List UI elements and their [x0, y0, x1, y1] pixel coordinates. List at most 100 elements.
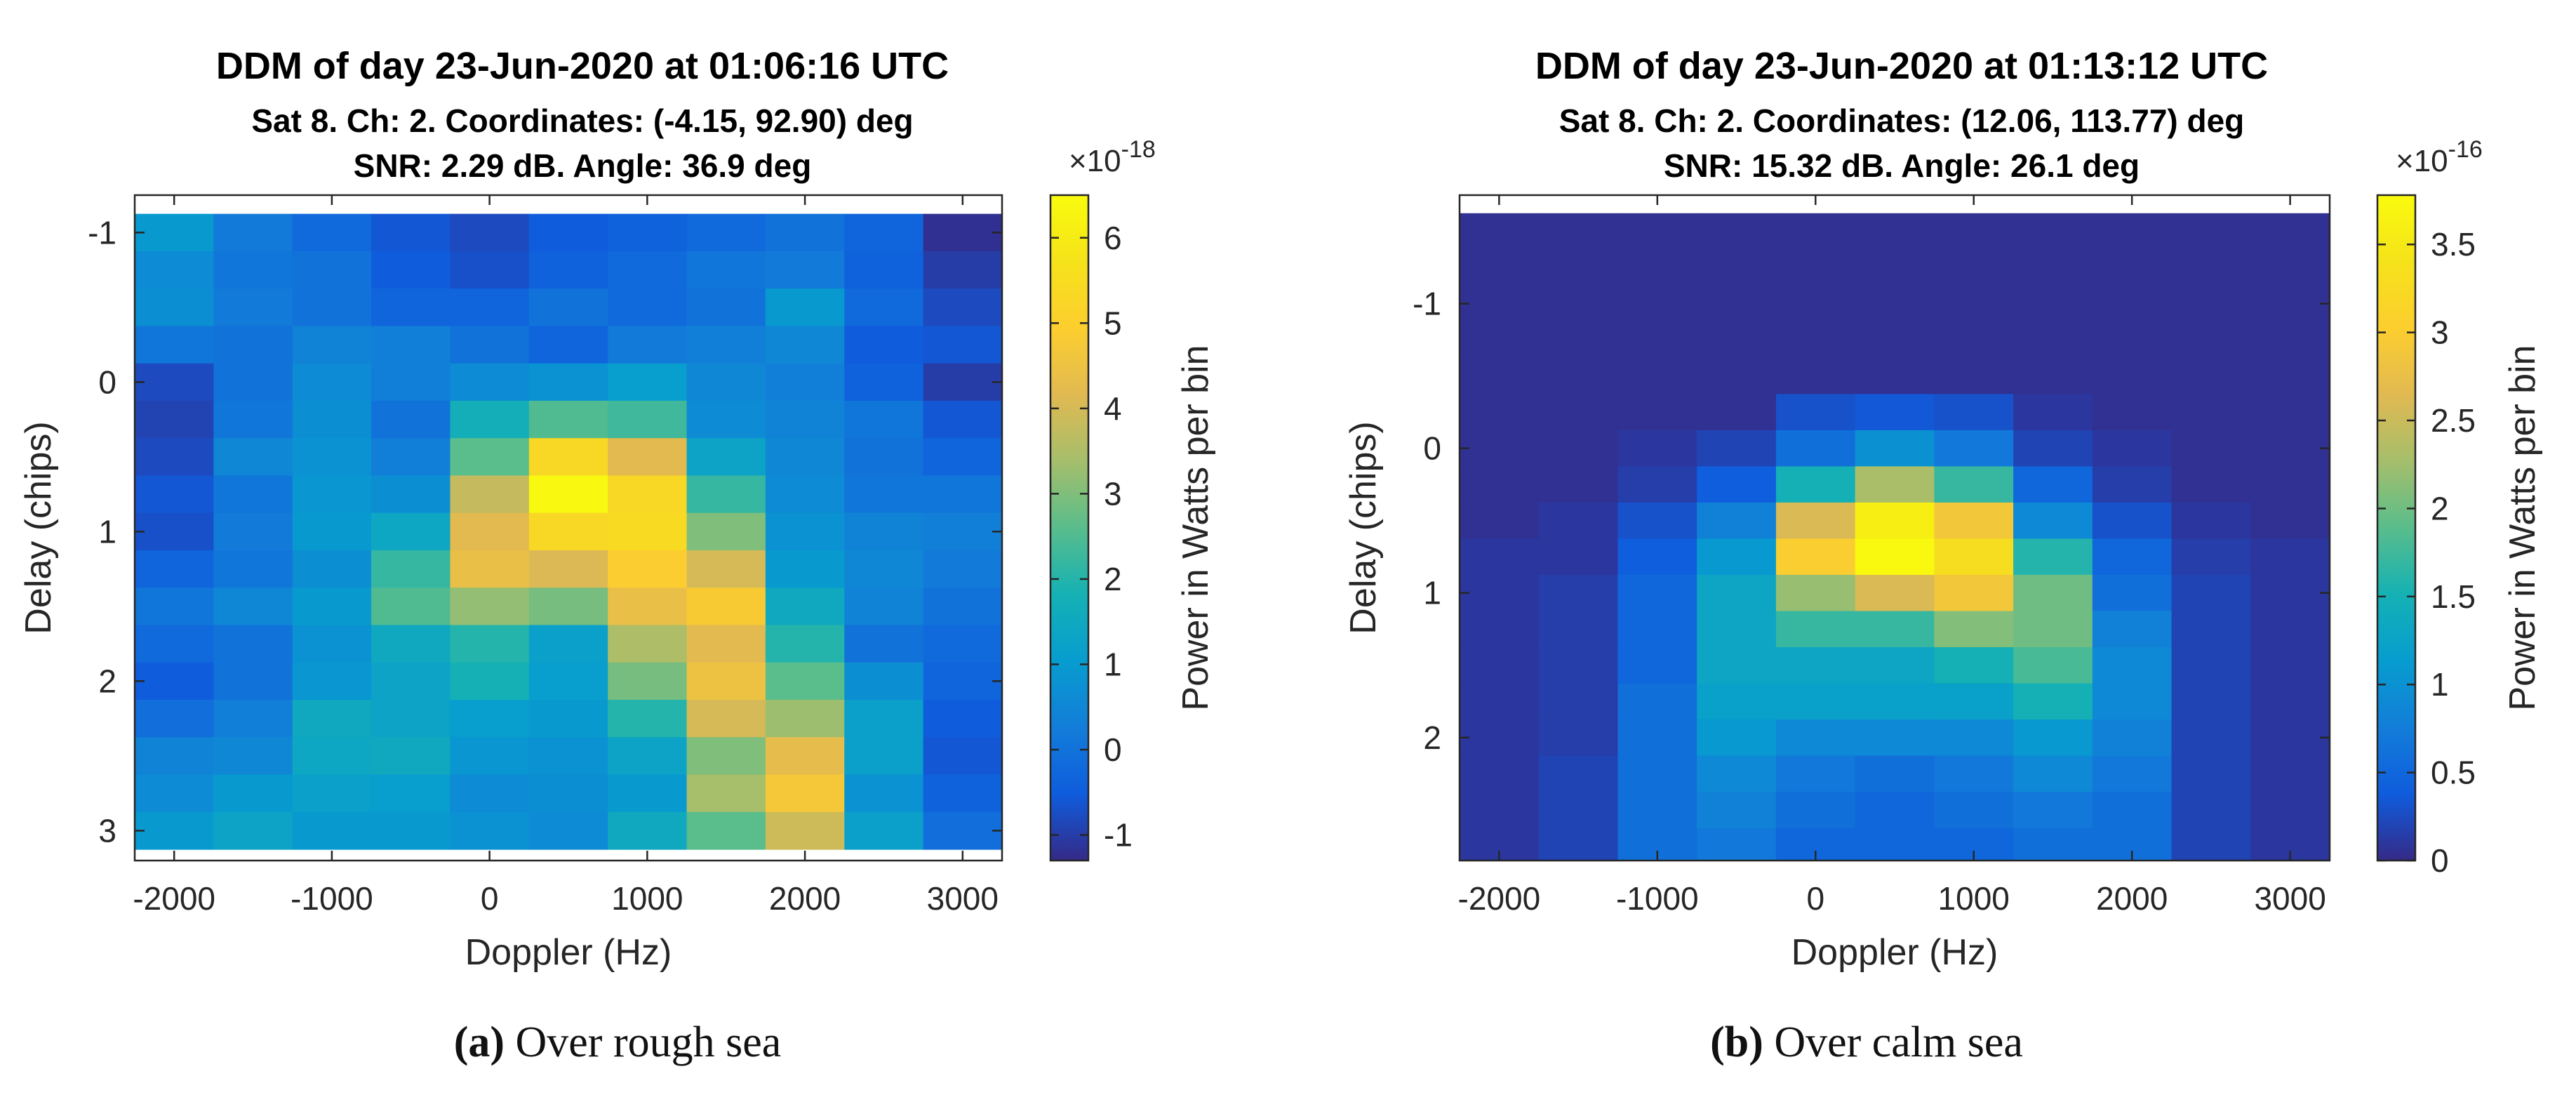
caption-a-text: Over rough sea	[505, 1018, 782, 1066]
heatmap-cells-a	[135, 213, 1002, 850]
caption-b: (b) Over calm sea	[1710, 1018, 2023, 1068]
heatmap-cell-b-14-9	[2171, 719, 2251, 757]
colorbar-a	[1049, 194, 1090, 862]
heatmap-cell-b-3-1	[1538, 321, 1619, 359]
heatmap-cell-b-8-3	[1697, 502, 1777, 540]
heatmap-cell-b-6-3	[1697, 430, 1777, 467]
heatmap-cell-b-2-2	[1617, 285, 1697, 322]
heatmap-cell-a-12-9	[844, 662, 924, 701]
colorbar-tick-label-b-3: 1.5	[2431, 578, 2476, 615]
heatmap-cell-a-12-7	[686, 662, 766, 701]
heatmap-cell-a-0-4	[450, 213, 530, 252]
heatmap-cell-b-1-6	[1934, 249, 2014, 286]
heatmap-cell-a-12-6	[608, 662, 688, 701]
x-tick-label-b-2: 0	[1806, 880, 1824, 917]
heatmap-cell-b-9-4	[1775, 538, 1856, 576]
colorbar-tick-label-a-4: 3	[1104, 475, 1122, 512]
heatmap-cell-a-13-5	[528, 699, 608, 738]
colorbar-tick-label-a-5: 4	[1104, 390, 1122, 427]
heatmap-cell-a-13-7	[686, 699, 766, 738]
heatmap-cell-a-10-1	[213, 588, 293, 626]
heatmap-cell-b-11-8	[2092, 611, 2173, 648]
heatmap-cell-a-6-7	[686, 438, 766, 477]
heatmap-cell-a-2-4	[450, 288, 530, 327]
heatmap-cell-a-10-5	[528, 588, 608, 626]
heatmap-cell-b-10-10	[2250, 574, 2330, 612]
heatmap-cell-a-9-8	[765, 550, 845, 588]
chart-subtitle-2-b: SNR: 15.32 dB. Angle: 26.1 deg	[1664, 147, 2140, 184]
heatmap-cell-a-1-9	[844, 251, 924, 289]
heatmap-cell-b-9-5	[1855, 538, 1935, 576]
y-tick-label-a-2: 1	[98, 513, 116, 550]
colorbar-tick-label-b-6: 3	[2431, 314, 2449, 351]
heatmap-cell-b-7-0	[1460, 466, 1540, 503]
heatmap-cell-b-1-4	[1775, 249, 1856, 286]
x-tick-label-a-3: 1000	[611, 880, 683, 917]
heatmap-cell-a-8-2	[292, 512, 372, 551]
heatmap-cell-b-16-1	[1538, 792, 1619, 829]
y-axis-label-b: Delay (chips)	[1343, 421, 1384, 634]
heatmap-cell-a-14-7	[686, 737, 766, 776]
heatmap-cell-a-7-1	[213, 475, 293, 514]
heatmap-cell-b-15-7	[2013, 755, 2093, 792]
heatmap-cell-a-10-7	[686, 588, 766, 626]
heatmap-cell-b-2-0	[1460, 285, 1540, 322]
heatmap-cell-b-0-5	[1855, 213, 1935, 250]
heatmap-cell-b-13-6	[1934, 683, 2014, 720]
heatmap-cell-a-2-10	[923, 288, 1002, 327]
heatmap-cell-a-4-9	[844, 363, 924, 401]
colorbar-multiplier-base-a: ×10	[1069, 144, 1121, 178]
heatmap-cell-a-8-3	[371, 512, 451, 551]
heatmap-cell-a-4-8	[765, 363, 845, 401]
x-axis-label-a: Doppler (Hz)	[465, 932, 672, 973]
colorbar-tick-label-a-3: 2	[1104, 561, 1122, 597]
heatmap-cell-b-12-3	[1697, 647, 1777, 684]
heatmap-cell-b-17-3	[1697, 828, 1777, 861]
caption-a: (a) Over rough sea	[454, 1018, 782, 1068]
heatmap-cell-b-2-3	[1697, 285, 1777, 322]
heatmap-cell-b-9-2	[1617, 538, 1697, 576]
heatmap-cell-b-14-10	[2250, 719, 2330, 757]
heatmap-cell-a-0-7	[686, 213, 766, 252]
heatmap-cell-b-13-9	[2171, 683, 2251, 720]
heatmap-cell-b-12-7	[2013, 647, 2093, 684]
heatmap-cell-b-3-5	[1855, 321, 1935, 359]
heatmap-cell-a-13-4	[450, 699, 530, 738]
heatmap-cell-b-3-6	[1934, 321, 2014, 359]
heatmap-cell-b-5-3	[1697, 394, 1777, 431]
heatmap-cell-b-15-2	[1617, 755, 1697, 792]
heatmap-cell-a-6-1	[213, 438, 293, 477]
heatmap-cell-b-0-2	[1617, 213, 1697, 250]
heatmap-cell-a-3-4	[450, 326, 530, 364]
heatmap-cell-a-0-5	[528, 213, 608, 252]
heatmap-cell-b-16-0	[1460, 792, 1540, 829]
heatmap-cell-a-2-0	[135, 288, 214, 327]
heatmap-cell-a-6-3	[371, 438, 451, 477]
heatmap-cell-b-17-7	[2013, 828, 2093, 861]
heatmap-cell-b-13-3	[1697, 683, 1777, 720]
heatmap-cell-a-14-3	[371, 737, 451, 776]
heatmap-cell-b-10-2	[1617, 574, 1697, 612]
heatmap-cell-a-7-6	[608, 475, 688, 514]
heatmap-cell-a-8-5	[528, 512, 608, 551]
heatmap-cell-a-15-2	[292, 774, 372, 813]
heatmap-cell-b-7-2	[1617, 466, 1697, 503]
y-tick-label-b-2: 1	[1423, 575, 1441, 611]
heatmap-cell-b-12-2	[1617, 647, 1697, 684]
heatmap-cell-a-15-0	[135, 774, 214, 813]
x-tick-label-b-0: -2000	[1458, 880, 1541, 917]
y-tick-label-a-1: 0	[98, 364, 116, 400]
heatmap-cell-a-4-4	[450, 363, 530, 401]
heatmap-cell-b-16-5	[1855, 792, 1935, 829]
heatmap-cell-a-1-3	[371, 251, 451, 289]
heatmap-cell-b-17-1	[1538, 828, 1619, 861]
heatmap-cell-b-11-1	[1538, 611, 1619, 648]
heatmap-cell-a-10-0	[135, 588, 214, 626]
heatmap-cell-a-16-3	[371, 811, 451, 850]
heatmap-cell-a-14-5	[528, 737, 608, 776]
heatmap-cell-b-9-10	[2250, 538, 2330, 576]
heatmap-cell-a-11-7	[686, 625, 766, 663]
heatmap-cell-b-5-9	[2171, 394, 2251, 431]
heatmap-cell-b-15-1	[1538, 755, 1619, 792]
heatmap-cell-b-11-6	[1934, 611, 2014, 648]
